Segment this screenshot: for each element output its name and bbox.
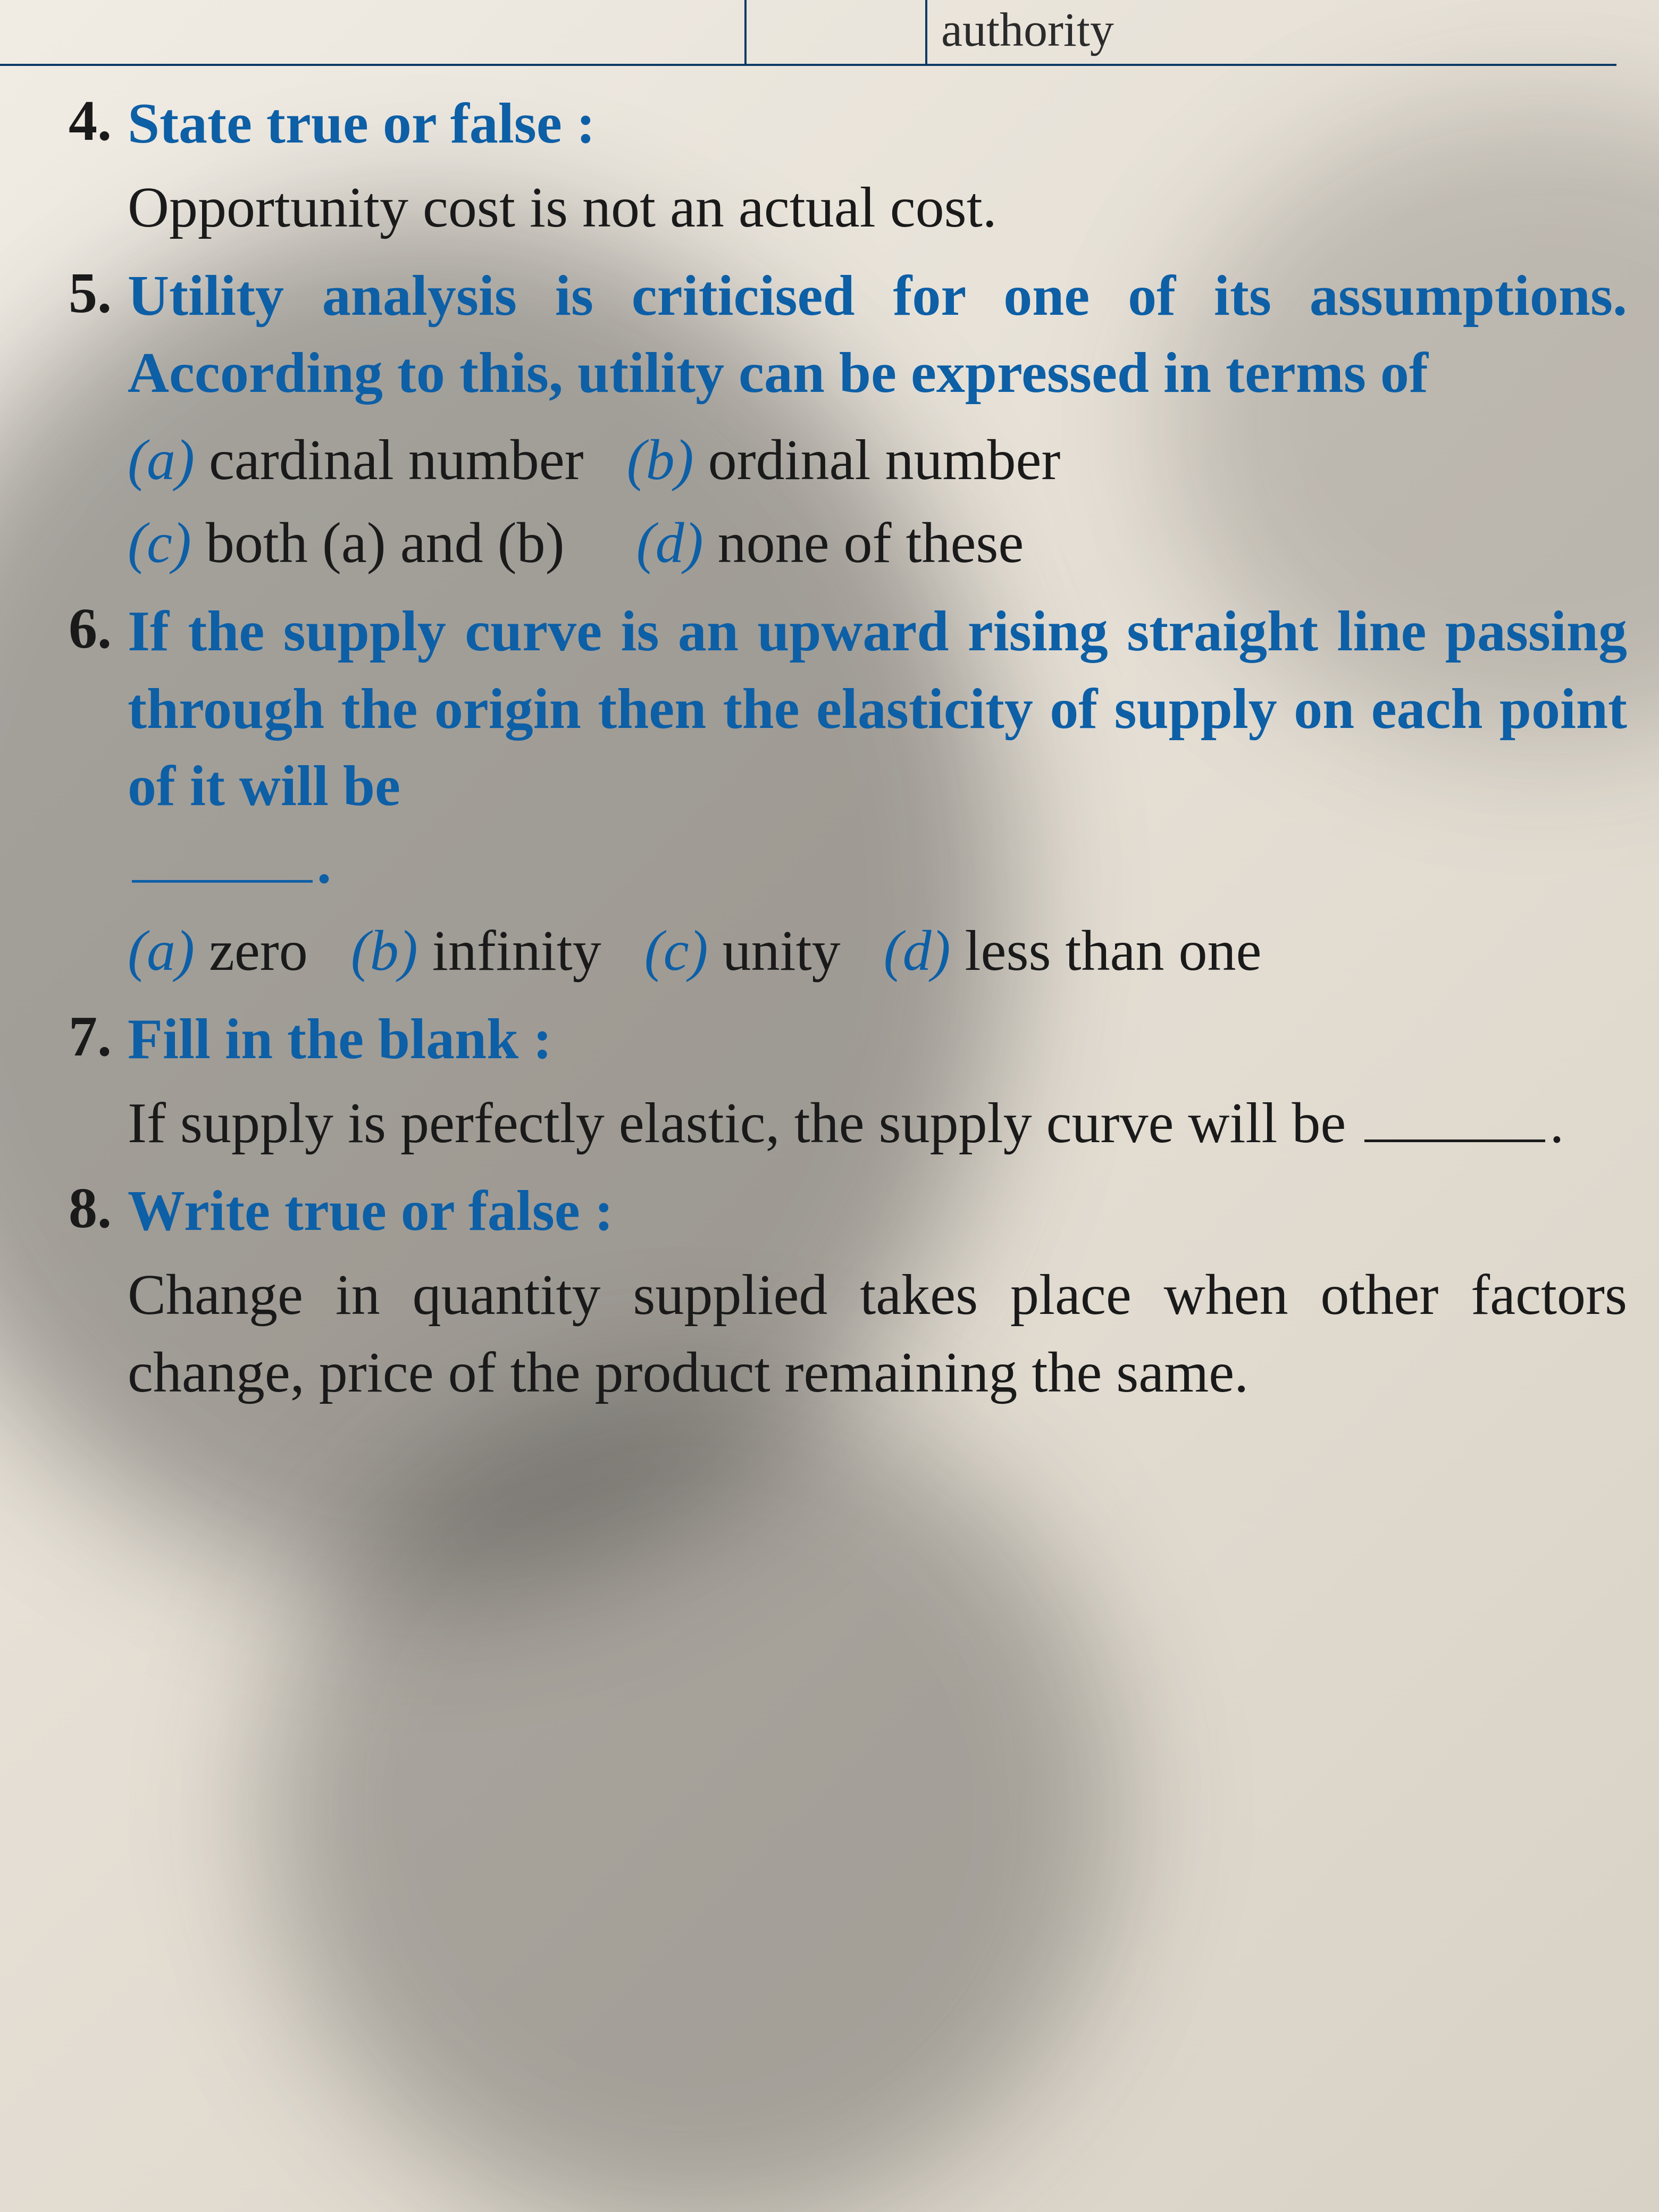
table-cell-divider	[925, 0, 927, 64]
option-text: less than one	[965, 919, 1262, 983]
option-text: none of these	[718, 512, 1024, 575]
question-body: If the supply curve is an upward rising …	[128, 593, 1627, 990]
question-prompt: If the supply curve is an upward rising …	[128, 593, 1627, 903]
question-6: 6. If the supply curve is an upward risi…	[32, 593, 1627, 990]
question-statement: Change in quantity supplied takes place …	[128, 1256, 1627, 1412]
fill-blank[interactable]	[132, 840, 313, 883]
shadow-blob	[266, 1382, 1117, 2212]
question-7: 7. Fill in the blank : If supply is perf…	[32, 1001, 1627, 1162]
option-label: (d)	[884, 919, 951, 983]
option-label: (a)	[128, 919, 195, 983]
question-prompt: Utility analysis is criticised for one o…	[128, 257, 1627, 413]
prompt-before-blank: If the supply curve is an upward rising …	[128, 600, 1627, 818]
option-label: (c)	[128, 512, 191, 575]
option-label: (a)	[128, 429, 195, 492]
fill-blank[interactable]	[1364, 1099, 1545, 1142]
question-5: 5. Utility analysis is criticised for on…	[32, 257, 1627, 582]
question-options: (a) zero (b) infinity (c) unity (d) less…	[128, 912, 1627, 990]
question-number: 5.	[32, 257, 128, 329]
option-label: (d)	[636, 512, 703, 575]
question-4: 4. State true or false : Opportunity cos…	[32, 85, 1627, 247]
question-number: 6.	[32, 593, 128, 665]
question-body: Utility analysis is criticised for one o…	[128, 257, 1627, 582]
option-text: infinity	[432, 919, 601, 983]
question-8: 8. Write true or false : Change in quant…	[32, 1172, 1627, 1411]
question-body: State true or false : Opportunity cost i…	[128, 85, 1627, 247]
question-prompt: State true or false :	[128, 85, 1627, 163]
statement-before-blank: If supply is perfectly elastic, the supp…	[128, 1092, 1346, 1155]
page: authority 4. State true or false : Oppor…	[0, 0, 1659, 2212]
question-statement: If supply is perfectly elastic, the supp…	[128, 1085, 1627, 1162]
question-number: 7.	[32, 1001, 128, 1073]
header-table-fragment: authority	[0, 0, 1616, 66]
question-body: Fill in the blank : If supply is perfect…	[128, 1001, 1627, 1162]
question-statement: Opportunity cost is not an actual cost.	[128, 169, 1627, 247]
table-cell-divider	[744, 0, 747, 64]
option-text: unity	[723, 919, 841, 983]
option-label: (c)	[644, 919, 708, 983]
question-options: (a) cardinal number (b) ordinal number (…	[128, 422, 1627, 582]
question-number: 4.	[32, 85, 128, 157]
question-number: 8.	[32, 1172, 128, 1244]
statement-after-blank: .	[1549, 1092, 1564, 1155]
option-row: (a) cardinal number (b) ordinal number	[128, 422, 1627, 499]
prompt-after-blank: .	[317, 832, 331, 895]
option-label: (b)	[351, 919, 418, 983]
question-prompt: Write true or false :	[128, 1172, 1627, 1250]
option-text: zero	[209, 919, 308, 983]
question-body: Write true or false : Change in quantity…	[128, 1172, 1627, 1411]
option-text: cardinal number	[209, 429, 584, 492]
question-prompt: Fill in the blank :	[128, 1001, 1627, 1078]
option-label: (b)	[627, 429, 694, 492]
option-text: both (a) and (b)	[206, 512, 565, 575]
questions-content: 4. State true or false : Opportunity cos…	[32, 74, 1627, 1412]
option-text: ordinal number	[708, 429, 1061, 492]
header-word: authority	[941, 3, 1114, 57]
option-row: (c) both (a) and (b) (d) none of these	[128, 505, 1627, 582]
